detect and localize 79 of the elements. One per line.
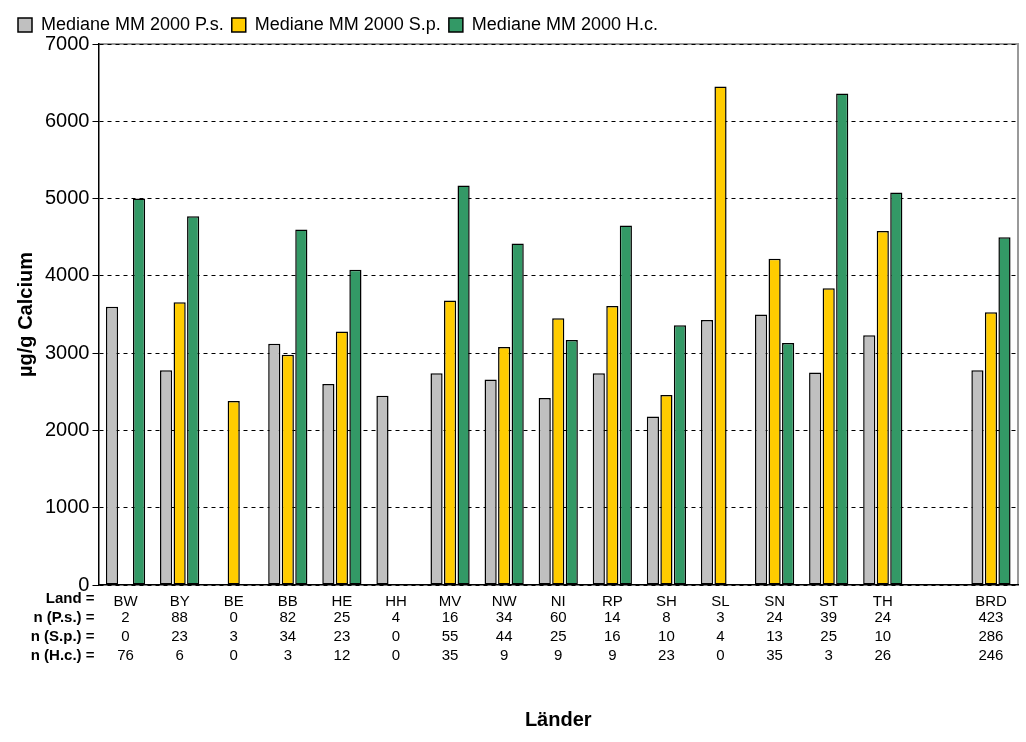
y-tick-label: 6000	[44, 108, 90, 131]
text: 3	[824, 645, 833, 663]
text: 0	[229, 607, 238, 625]
text: 0	[716, 645, 725, 663]
x-tick-label: HE	[331, 592, 353, 610]
y-tick-label: 7000	[44, 31, 90, 54]
text: 4	[716, 626, 725, 644]
text: 10	[658, 626, 675, 644]
text: 26	[874, 645, 892, 663]
text: 0	[391, 645, 401, 663]
x-tick-label: TH	[872, 592, 893, 610]
text: 88	[171, 607, 188, 625]
x-tick-label: SL	[711, 592, 730, 610]
x-tick-label: MV	[438, 592, 462, 610]
legend-label: Mediane MM 2000 S.p.	[254, 13, 441, 34]
text: 16	[441, 607, 459, 625]
text: 423	[978, 607, 1004, 625]
x-tick-label: SN	[764, 592, 786, 610]
legend-label: Mediane MM 2000 H.c.	[471, 13, 658, 34]
text: 55	[441, 626, 459, 644]
text: 25	[549, 626, 567, 644]
y-axis-title: µg/g Calcium	[13, 252, 36, 377]
text: n (S.p.) =	[30, 626, 95, 644]
text: 14	[603, 607, 621, 625]
x-tick-label: NI	[550, 592, 566, 610]
text: 3	[229, 626, 238, 644]
legend-label: Mediane MM 2000 P.s.	[41, 13, 224, 34]
text: 246	[978, 645, 1004, 663]
x-tick-label: NW	[491, 592, 518, 610]
text: 82	[279, 607, 297, 625]
text: 9	[554, 645, 563, 663]
text: 24	[766, 607, 783, 625]
x-tick-label: BW	[113, 592, 139, 610]
x-axis-title: Länder	[524, 707, 592, 730]
text: 60	[549, 607, 567, 625]
text: 10	[874, 626, 892, 644]
y-tick-label: 2000	[44, 417, 90, 440]
text: n (H.c.) =	[30, 645, 95, 663]
text: 6	[175, 645, 184, 663]
text: 13	[766, 626, 783, 644]
text: 35	[766, 645, 783, 663]
y-tick-label: 1000	[44, 495, 90, 518]
text: 34	[495, 607, 513, 625]
text: 4	[391, 607, 401, 625]
x-tick-label: BY	[169, 592, 190, 610]
text: 25	[820, 626, 838, 644]
x-tick-label: ST	[819, 592, 839, 610]
text: 9	[499, 645, 509, 663]
text: 9	[608, 645, 617, 663]
x-tick-label: RP	[601, 592, 623, 610]
x-tick-label: SH	[656, 592, 677, 610]
text: 12	[333, 645, 351, 663]
text: 2	[121, 607, 130, 625]
text: 34	[279, 626, 297, 644]
text: n (P.s.) =	[33, 607, 95, 625]
text: 3	[283, 645, 292, 663]
y-tick-label: 3000	[44, 340, 90, 363]
x-tick-label: HH	[385, 592, 407, 610]
text: 0	[121, 626, 130, 644]
text: 24	[874, 607, 892, 625]
text: 0	[229, 645, 238, 663]
x-tick-label: BE	[223, 592, 244, 610]
text: 8	[662, 607, 671, 625]
text: 23	[171, 626, 188, 644]
text: 35	[441, 645, 459, 663]
y-tick-label: 4000	[44, 263, 90, 286]
text: 16	[603, 626, 621, 644]
text: 76	[117, 645, 134, 663]
text: 0	[391, 626, 401, 644]
text: 23	[333, 626, 351, 644]
x-tick-label: BB	[277, 592, 298, 610]
text: 39	[820, 607, 838, 625]
text: 23	[658, 645, 675, 663]
text: 3	[716, 607, 725, 625]
text: 286	[978, 626, 1004, 644]
x-tick-label: BRD	[975, 592, 1007, 610]
text: 44	[495, 626, 513, 644]
text: 25	[333, 607, 351, 625]
y-tick-label: 5000	[44, 186, 90, 209]
